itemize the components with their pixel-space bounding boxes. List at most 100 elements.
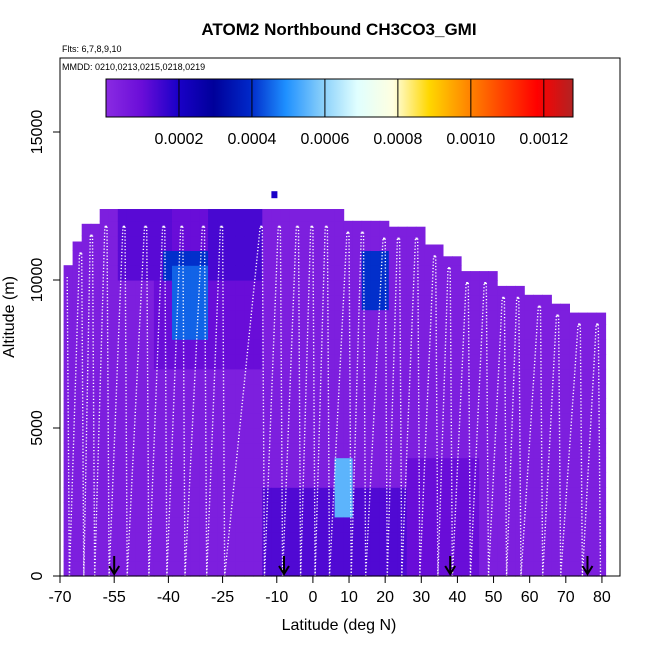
heatmap-cell: [190, 235, 200, 251]
heatmap-cell: [452, 442, 462, 459]
profile-descent: [597, 324, 602, 577]
heatmap-cell: [452, 383, 462, 399]
heatmap-cell: [108, 339, 119, 355]
heatmap-cell: [361, 398, 372, 414]
heatmap-cell: [235, 457, 245, 473]
heatmap-cell: [181, 250, 191, 266]
heatmap-cell: [226, 561, 236, 577]
heatmap-cell: [126, 383, 137, 399]
heatmap-cell: [262, 250, 272, 266]
heatmap-cell: [334, 209, 345, 222]
heatmap-cell: [406, 502, 417, 518]
heatmap-cell: [217, 546, 227, 562]
heatmap-cell: [226, 442, 236, 459]
heatmap-cell: [551, 398, 561, 414]
heatmap-cell: [90, 398, 101, 414]
heatmap-cell: [226, 383, 236, 399]
heatmap-cell: [316, 324, 327, 340]
heatmap-cell: [415, 250, 426, 266]
heatmap-cell: [415, 472, 426, 488]
heatmap-cell: [524, 428, 534, 444]
heatmap-cell: [90, 531, 101, 547]
heatmap-cell: [488, 398, 498, 414]
heatmap-cell: [244, 309, 254, 325]
heatmap-cell: [542, 442, 552, 459]
x-tick-label: -25: [211, 589, 234, 606]
heatmap-cell: [479, 413, 489, 429]
heatmap-cell: [325, 502, 336, 518]
heatmap-cell: [307, 265, 318, 281]
heatmap-cell: [433, 244, 444, 251]
heatmap-cell: [81, 324, 92, 340]
heatmap-cell: [551, 516, 561, 533]
heatmap-cell: [298, 472, 309, 488]
heatmap-cell: [479, 546, 489, 562]
heatmap-cell: [163, 442, 173, 459]
heatmap-cell: [470, 516, 480, 533]
heatmap-cell: [316, 531, 327, 547]
heatmap-cell: [253, 502, 263, 518]
heatmap-cell: [90, 472, 101, 488]
heatmap-cell: [81, 223, 92, 237]
heatmap-cell: [217, 368, 227, 385]
heatmap-cell: [108, 235, 119, 251]
heatmap-cell: [443, 428, 453, 444]
heatmap-cell: [217, 457, 227, 473]
heatmap-cell: [415, 487, 426, 503]
heatmap-cell: [298, 442, 309, 459]
heatmap-cell: [524, 472, 534, 488]
heatmap-cell: [497, 413, 507, 429]
heatmap-cell: [99, 516, 110, 533]
heatmap-cell: [163, 250, 173, 266]
heatmap-cell: [524, 294, 534, 311]
heatmap-cell: [542, 324, 552, 340]
heatmap-cell: [190, 368, 200, 385]
heatmap-cell: [298, 398, 309, 414]
heatmap-cell: [208, 516, 218, 533]
heatmap-cell: [208, 457, 218, 473]
heatmap-cell: [325, 487, 336, 503]
heatmap-cell: [172, 398, 182, 414]
heatmap-cell: [506, 502, 516, 518]
heatmap-cell: [352, 324, 363, 340]
heatmap-cell: [126, 457, 137, 473]
heatmap-cell: [479, 271, 489, 281]
heatmap-cell: [307, 413, 318, 429]
heatmap-cell: [334, 280, 345, 296]
heatmap-cell: [461, 271, 471, 281]
heatmap-cell: [108, 209, 119, 222]
heatmap-cell: [190, 502, 200, 518]
heatmap-cell: [506, 531, 516, 547]
profile-descent: [124, 226, 128, 577]
heatmap-cell: [298, 428, 309, 444]
heatmap-cell: [560, 383, 570, 399]
heatmap-cell: [126, 339, 137, 355]
heatmap-cell: [578, 487, 589, 503]
heatmap-cell: [244, 354, 254, 370]
heatmap-cell: [452, 561, 462, 577]
heatmap-cell: [90, 265, 101, 281]
heatmap-cell: [117, 209, 128, 222]
heatmap-cell: [433, 309, 444, 325]
heatmap-cell: [461, 383, 471, 399]
heatmap-cell: [153, 428, 164, 444]
heatmap-cell: [217, 561, 227, 577]
heatmap-cell: [488, 271, 498, 281]
heatmap-cell: [542, 428, 552, 444]
heatmap-cell: [144, 220, 155, 237]
heatmap-cell: [190, 220, 200, 237]
heatmap-cell: [379, 546, 390, 562]
heatmap-cell: [72, 516, 83, 533]
heatmap-cell: [479, 354, 489, 370]
heatmap-cell: [497, 309, 507, 325]
heatmap-cell: [199, 531, 209, 547]
heatmap-cell: [443, 294, 453, 311]
heatmap-cell: [117, 383, 128, 399]
heatmap-cell: [397, 280, 408, 296]
heatmap-cell: [370, 309, 381, 325]
heatmap-cell: [90, 280, 101, 296]
heatmap-cell: [253, 354, 263, 370]
heatmap-cell: [361, 220, 372, 237]
heatmap-cell: [135, 324, 146, 340]
heatmap-cell: [307, 546, 318, 562]
